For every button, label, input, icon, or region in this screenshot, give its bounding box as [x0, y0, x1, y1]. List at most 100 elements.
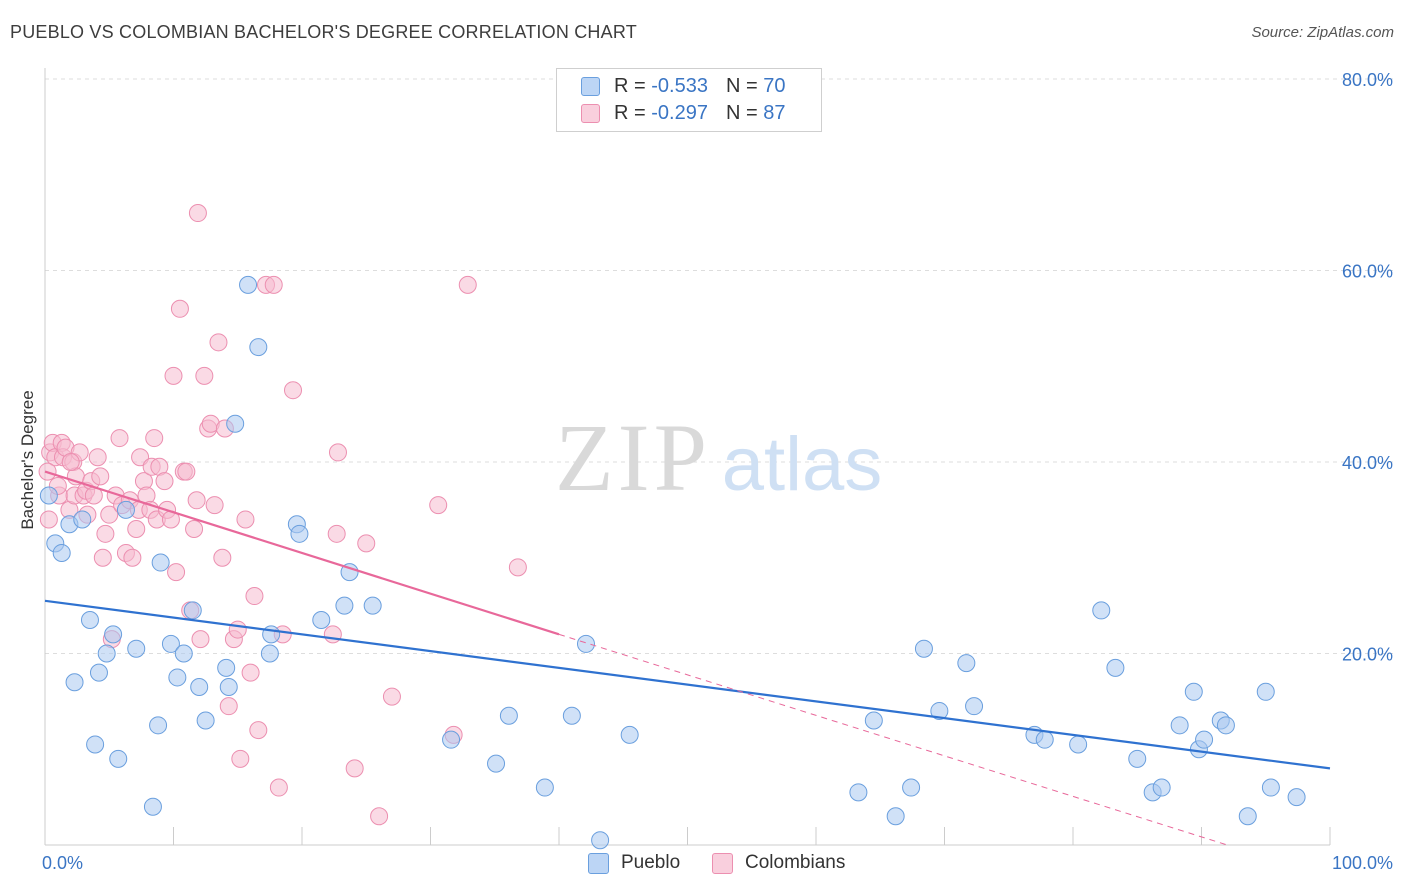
- trend-lines: [44, 470, 1331, 846]
- pueblo-point: [151, 553, 170, 572]
- pueblo-point: [104, 625, 123, 644]
- colombians-point: [123, 548, 142, 567]
- pueblo-point: [1170, 716, 1189, 735]
- pueblo-point: [487, 754, 506, 773]
- r-value: -0.533: [651, 74, 708, 97]
- legend-row-pueblo: R = -0.533 N = 70: [581, 74, 785, 98]
- pueblo-trend-line: [44, 599, 1331, 770]
- colombians-point: [429, 496, 448, 515]
- colombians-swatch: [712, 852, 733, 874]
- pueblo-point: [183, 601, 202, 620]
- colombians-point: [264, 275, 283, 294]
- colombians-point: [164, 366, 183, 385]
- colombians-point: [209, 333, 228, 352]
- colombians-point: [93, 548, 112, 567]
- colombians-point: [91, 467, 110, 486]
- colombians-point: [249, 721, 268, 740]
- pueblo-point: [902, 778, 921, 797]
- colombians-point: [145, 429, 164, 448]
- colombians-point: [328, 443, 347, 462]
- y-tick-label: 20.0%: [1342, 645, 1393, 665]
- pueblo-point: [249, 338, 268, 357]
- colombians-point: [131, 448, 150, 467]
- tick-labels: 20.0% 40.0% 60.0% 80.0% 0.0% 100.0%: [42, 70, 1393, 873]
- colombians-point: [357, 534, 376, 553]
- pueblo-point: [499, 706, 518, 725]
- pueblo-point: [97, 644, 116, 663]
- pueblo-point: [1195, 730, 1214, 749]
- colombians-point: [155, 472, 174, 491]
- colombians-point: [213, 548, 232, 567]
- pueblo-point: [340, 563, 359, 582]
- n-value: 87: [763, 101, 786, 124]
- legend-label: Pueblo: [621, 852, 681, 873]
- pueblo-point: [1106, 658, 1125, 677]
- source-label: Source: ZipAtlas.com: [1251, 24, 1394, 41]
- colombians-point: [236, 510, 255, 529]
- colombians-point: [370, 807, 389, 826]
- colombians-point: [187, 491, 206, 510]
- legend-item-colombians[interactable]: Colombians: [712, 852, 845, 874]
- r-label: R =: [614, 74, 646, 97]
- colombians-point: [127, 520, 146, 539]
- colombians-point: [100, 505, 119, 524]
- pueblo-point: [1035, 730, 1054, 749]
- y-tick-label: 80.0%: [1342, 70, 1393, 90]
- pueblo-point: [262, 625, 281, 644]
- pueblo-point: [957, 654, 976, 673]
- pueblo-swatch: [581, 76, 600, 96]
- pueblo-point: [73, 510, 92, 529]
- pueblo-point: [363, 596, 382, 615]
- pueblo-point: [127, 639, 146, 658]
- legend-row-colombians: R = -0.297 N = 87: [581, 101, 785, 125]
- colombians-point: [508, 558, 527, 577]
- pueblo-point: [143, 797, 162, 816]
- legend-item-pueblo[interactable]: Pueblo: [588, 852, 680, 874]
- pueblo-swatch: [588, 852, 609, 874]
- pueblo-point: [1069, 735, 1088, 754]
- pueblo-point: [591, 831, 610, 850]
- pueblo-point: [149, 716, 168, 735]
- colombians-point: [39, 510, 58, 529]
- colombians-point: [323, 625, 342, 644]
- pueblo-point: [864, 711, 883, 730]
- x-tick-label: 0.0%: [42, 853, 83, 873]
- pueblo-points: [39, 275, 1306, 850]
- pueblo-point: [39, 486, 58, 505]
- colombians-point: [245, 587, 264, 606]
- pueblo-point: [576, 634, 595, 653]
- pueblo-point: [1128, 749, 1147, 768]
- pueblo-point: [535, 778, 554, 797]
- y-tick-label: 60.0%: [1342, 262, 1393, 282]
- colombians-point: [458, 275, 477, 294]
- pueblo-point: [290, 524, 309, 543]
- pueblo-point: [168, 668, 187, 687]
- watermark-atlas: atlas: [722, 422, 883, 507]
- colombians-point: [284, 381, 303, 400]
- colombians-trend-line: [44, 470, 560, 636]
- n-label: N =: [725, 74, 758, 97]
- colombians-point: [170, 299, 189, 318]
- pueblo-point: [116, 500, 135, 519]
- pueblo-point: [190, 678, 209, 697]
- n-value: 70: [763, 74, 786, 97]
- colombians-point: [241, 663, 260, 682]
- colombians-point: [191, 630, 210, 649]
- axes: [44, 68, 1331, 846]
- pueblo-point: [849, 783, 868, 802]
- pueblo-point: [239, 275, 258, 294]
- pueblo-point: [217, 658, 236, 677]
- pueblo-point: [1256, 682, 1275, 701]
- colombians-point: [228, 620, 247, 639]
- series-legend: Pueblo Colombians: [0, 852, 1406, 878]
- pueblo-point: [562, 706, 581, 725]
- colombians-point: [167, 563, 186, 582]
- pueblo-point: [1184, 682, 1203, 701]
- chart-title: PUEBLO VS COLOMBIAN BACHELOR'S DEGREE CO…: [10, 22, 637, 42]
- colombians-point: [185, 520, 204, 539]
- pueblo-point: [109, 749, 128, 768]
- pueblo-point: [965, 697, 984, 716]
- watermark-zip: ZIP: [555, 404, 711, 511]
- r-value: -0.297: [651, 101, 708, 124]
- pueblo-point: [1287, 788, 1306, 807]
